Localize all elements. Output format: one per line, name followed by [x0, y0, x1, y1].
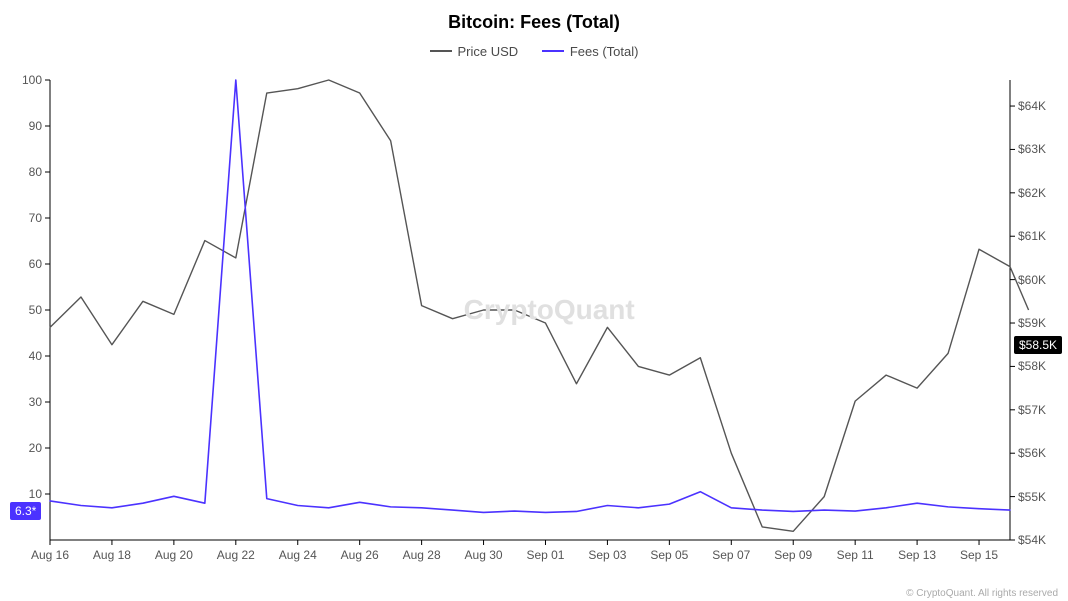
- ytick-left: 30: [29, 395, 42, 409]
- ytick-right: $55K: [1018, 490, 1046, 504]
- plot-area: CryptoQuant: [50, 80, 1010, 540]
- series-fees-total: [50, 80, 1010, 512]
- ytick-right: $64K: [1018, 99, 1046, 113]
- ytick-right: $56K: [1018, 446, 1046, 460]
- xtick: Sep 07: [712, 548, 750, 562]
- ytick-right: $61K: [1018, 229, 1046, 243]
- y-axis-left: 102030405060708090100: [0, 80, 50, 540]
- chart-title: Bitcoin: Fees (Total): [0, 12, 1068, 33]
- ytick-left: 80: [29, 165, 42, 179]
- attribution: © CryptoQuant. All rights reserved: [906, 588, 1058, 599]
- xtick: Sep 11: [837, 548, 874, 562]
- ytick-right: $62K: [1018, 186, 1046, 200]
- last-value-badge-price: $58.5K: [1014, 336, 1062, 354]
- ytick-left: 20: [29, 441, 42, 455]
- ytick-right: $63K: [1018, 142, 1046, 156]
- xtick: Sep 05: [650, 548, 688, 562]
- xtick: Aug 18: [93, 548, 131, 562]
- xtick: Aug 24: [279, 548, 317, 562]
- ytick-left: 60: [29, 257, 42, 271]
- ytick-right: $59K: [1018, 316, 1046, 330]
- xtick: Aug 30: [465, 548, 503, 562]
- legend-swatch-price: [430, 50, 452, 52]
- y-axis-right: $54K$55K$56K$57K$58K$59K$60K$61K$62K$63K…: [1010, 80, 1068, 540]
- xtick: Aug 22: [217, 548, 255, 562]
- xtick: Aug 28: [403, 548, 441, 562]
- ytick-right: $58K: [1018, 359, 1046, 373]
- legend-swatch-fees: [542, 50, 564, 52]
- legend-item-price: Price USD: [430, 44, 519, 59]
- legend-label-fees: Fees (Total): [570, 44, 639, 59]
- ytick-left: 90: [29, 119, 42, 133]
- ytick-left: 40: [29, 349, 42, 363]
- legend: Price USD Fees (Total): [0, 40, 1068, 59]
- ytick-left: 70: [29, 211, 42, 225]
- ytick-left: 10: [29, 487, 42, 501]
- xtick: Aug 16: [31, 548, 69, 562]
- chart-root: Bitcoin: Fees (Total) Price USD Fees (To…: [0, 0, 1068, 601]
- xtick: Sep 13: [898, 548, 936, 562]
- xtick: Sep 09: [774, 548, 812, 562]
- series-price-usd: [50, 80, 1010, 531]
- legend-label-price: Price USD: [458, 44, 519, 59]
- plot-svg: [50, 80, 1010, 540]
- xtick: Sep 03: [588, 548, 626, 562]
- ytick-left: 50: [29, 303, 42, 317]
- ytick-left: 100: [22, 73, 42, 87]
- xtick: Aug 20: [155, 548, 193, 562]
- ytick-right: $60K: [1018, 273, 1046, 287]
- x-axis: Aug 16Aug 18Aug 20Aug 22Aug 24Aug 26Aug …: [50, 542, 1010, 572]
- legend-item-fees: Fees (Total): [542, 44, 639, 59]
- ytick-right: $57K: [1018, 403, 1046, 417]
- xtick: Sep 01: [526, 548, 564, 562]
- ytick-right: $54K: [1018, 533, 1046, 547]
- xtick: Aug 26: [341, 548, 379, 562]
- xtick: Sep 15: [960, 548, 998, 562]
- last-value-badge-fees: 6.3*: [10, 502, 41, 520]
